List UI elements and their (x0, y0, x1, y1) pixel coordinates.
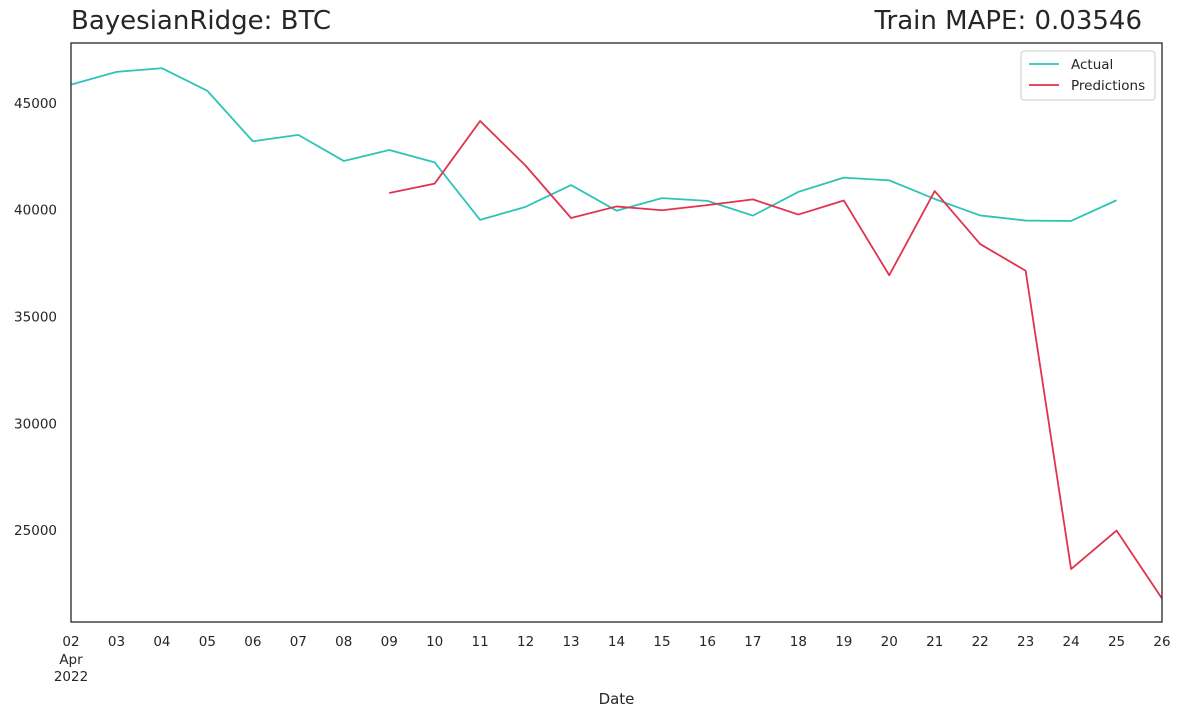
x-axis-ticks: 02 03 04 05 06 07 08 09 10 11 12 13 14 15 16 17 18 19 20 21… (54, 634, 1171, 685)
x-tick-label: 20 (881, 634, 898, 650)
x-tick-label: 07 (290, 634, 307, 650)
y-tick-label: 45000 (14, 96, 57, 112)
x-tick-label: 21 (926, 634, 943, 650)
y-tick-label: 25000 (14, 523, 57, 539)
x-tick-label: 08 (335, 634, 352, 650)
y-tick-label: 35000 (14, 309, 57, 325)
x-tick-label: 19 (835, 634, 852, 650)
x-tick-label: 22 (972, 634, 989, 650)
x-tick-sublabel: Apr (59, 652, 83, 668)
x-tick-label: 12 (517, 634, 534, 650)
legend-entry: Actual (1071, 57, 1113, 73)
x-tick-label: 14 (608, 634, 625, 650)
x-tick-label: 04 (153, 634, 170, 650)
x-tick-label: 18 (790, 634, 807, 650)
series-line-predictions (389, 120, 1163, 600)
x-tick-label: 11 (472, 634, 489, 650)
chart-metric-title: Train MAPE: 0.03546 (874, 6, 1142, 36)
y-tick-label: 40000 (14, 203, 57, 219)
plot-frame (70, 42, 1163, 623)
x-tick-label: 02 (62, 634, 79, 650)
x-tick-label: 05 (199, 634, 216, 650)
y-tick-label: 30000 (14, 416, 57, 432)
chart-title: BayesianRidge: BTC (71, 6, 331, 36)
x-tick-label: 16 (699, 634, 716, 650)
x-tick-label: 17 (744, 634, 761, 650)
x-tick-label: 03 (108, 634, 125, 650)
legend-entry: Predictions (1071, 78, 1145, 94)
x-tick-label: 13 (562, 634, 579, 650)
legend: Actual Predictions (1020, 50, 1156, 101)
x-axis-label: Date (599, 690, 635, 708)
series-line-actual (70, 67, 1117, 222)
x-tick-label: 06 (244, 634, 261, 650)
series-layer (70, 67, 1163, 600)
x-tick-label: 25 (1108, 634, 1125, 650)
x-tick-label: 10 (426, 634, 443, 650)
x-tick-label: 26 (1153, 634, 1170, 650)
x-tick-label: 23 (1017, 634, 1034, 650)
x-tick-label: 09 (381, 634, 398, 650)
x-tick-label: 15 (653, 634, 670, 650)
y-axis-ticks: 25000 30000 35000 40000 45000 (14, 96, 57, 539)
x-tick-label: 24 (1062, 634, 1079, 650)
x-tick-sublabel: 2022 (54, 669, 88, 685)
